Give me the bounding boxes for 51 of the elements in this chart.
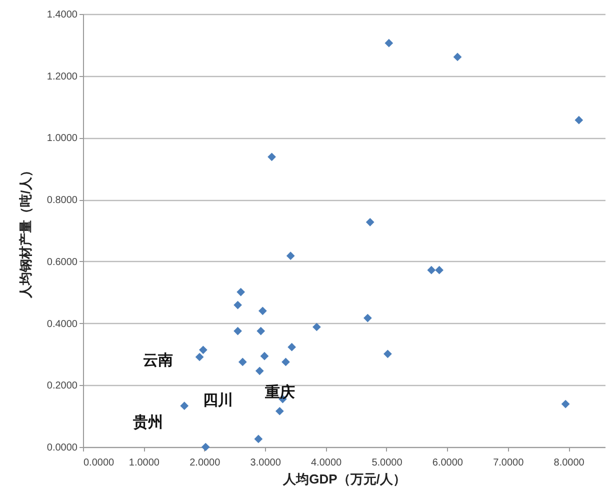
point: [435, 266, 444, 274]
point: [234, 326, 242, 336]
x-tick-label: 3.0000: [250, 458, 282, 468]
annotation: 四川: [203, 392, 233, 409]
x-tick-label: 5.0000: [372, 458, 403, 468]
x-tick-label: 2.0000: [190, 458, 221, 468]
x-axis-title: 人均GDP（万元/人）: [282, 472, 406, 486]
point: [384, 350, 392, 358]
point: [574, 116, 584, 124]
y-tick-label: 0.8000: [46, 195, 78, 206]
point: [238, 358, 247, 366]
point: [275, 406, 284, 416]
x-tick-label: 0.0000: [84, 458, 115, 468]
point: [260, 352, 269, 360]
point: [255, 366, 264, 376]
point: [256, 326, 266, 336]
point: [286, 252, 295, 260]
x-tick-label: 4.0000: [310, 458, 342, 468]
y-tick-label: 0.4000: [46, 318, 78, 330]
point: [561, 400, 570, 408]
y-tick-label: 0.0000: [46, 442, 78, 454]
point: [236, 288, 245, 296]
annotation: 云南: [143, 352, 173, 369]
y-tick-label: 0.6000: [46, 256, 78, 268]
x-tick-label: 1.0000: [128, 458, 160, 468]
point: [384, 38, 394, 48]
point: [195, 352, 204, 362]
point: [453, 52, 462, 62]
point: [288, 342, 296, 352]
point: [268, 152, 276, 162]
y-tick-label: 1.4000: [46, 10, 78, 20]
y-tick-label: 1.0000: [46, 133, 78, 144]
point: [254, 434, 263, 444]
y-tick-label: 1.2000: [46, 71, 78, 82]
point: [312, 322, 321, 332]
point: [258, 306, 267, 316]
x-tick-label: 8.0000: [554, 458, 585, 468]
annotation: 重庆: [264, 383, 295, 401]
point: [427, 266, 436, 274]
point: [363, 314, 372, 322]
point: [282, 358, 290, 366]
point: [366, 218, 374, 226]
y-tick-label: 0.2000: [46, 380, 78, 392]
point: [180, 402, 189, 410]
x-tick-label: 6.0000: [432, 458, 464, 468]
point: [199, 346, 208, 354]
x-tick-label: 7.0000: [493, 458, 524, 468]
y-axis-title: 人均钢材产量（吨/人）: [18, 164, 33, 299]
point: [234, 300, 242, 310]
annotation: 贵州: [132, 414, 163, 431]
point: [201, 442, 210, 452]
